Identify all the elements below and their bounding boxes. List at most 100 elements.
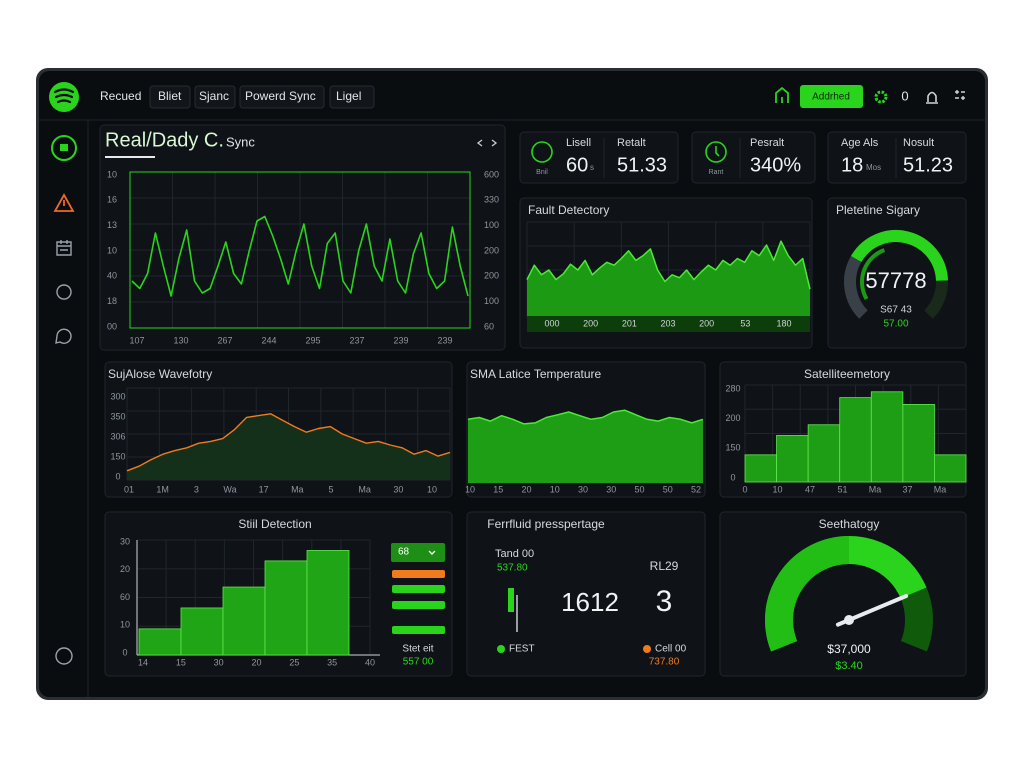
sidebar-chat[interactable] <box>55 328 72 344</box>
tick-label: 30 <box>578 484 588 494</box>
tick-label: 10 <box>427 484 437 494</box>
tick-label: 51 <box>837 484 847 494</box>
tick-label: 47 <box>805 484 815 494</box>
nav-item[interactable]: Bliet <box>158 89 182 103</box>
panel-title: Seethatogy <box>819 517 880 531</box>
legend-dot <box>497 645 505 653</box>
settings-icon[interactable] <box>874 90 888 104</box>
line <box>526 240 811 290</box>
nav-tab[interactable] <box>194 85 236 109</box>
y2-tick-label: 60 <box>484 321 494 331</box>
counter: 0 <box>901 88 908 103</box>
bar <box>180 607 224 656</box>
y-tick-label: 20 <box>120 564 130 574</box>
tick-label: 30 <box>606 484 616 494</box>
dropdown[interactable] <box>391 543 445 562</box>
tick-label: 295 <box>305 335 320 345</box>
home-icon[interactable] <box>775 86 789 103</box>
metric-label: RL29 <box>650 559 679 573</box>
pager-arrows[interactable] <box>476 139 498 147</box>
area <box>527 241 810 318</box>
stat-value: 18 <box>841 154 863 176</box>
tick-label: 130 <box>173 335 188 345</box>
y-tick-label: 60 <box>120 592 130 602</box>
tick-label: 201 <box>622 318 637 328</box>
nav-item[interactable]: Powerd Sync <box>245 89 316 103</box>
tick-label: 30 <box>393 484 403 494</box>
level-bar <box>508 588 514 612</box>
footer-label: Stet eit <box>402 644 433 655</box>
stat-label: Nosult <box>903 137 934 149</box>
y2-tick-label: 330 <box>484 195 499 205</box>
tick-label: 3 <box>194 484 199 494</box>
y-tick-label: 200 <box>725 413 740 423</box>
legend-label: Cell 00 <box>655 644 687 655</box>
stat-value: 340% <box>750 154 801 176</box>
tick-label: 5 <box>328 484 333 494</box>
y-tick-label: 150 <box>725 443 740 453</box>
legend-swatch <box>392 585 445 593</box>
bell-icon[interactable] <box>926 91 938 104</box>
tick-label: Ma <box>934 484 947 494</box>
gauge-sub: S67 43 <box>880 305 912 316</box>
add-button[interactable] <box>800 85 863 108</box>
tick-label: 10 <box>465 484 475 494</box>
sidebar-help[interactable] <box>55 647 73 665</box>
y2-tick-label: 200 <box>484 271 499 281</box>
bar <box>839 397 872 483</box>
sidebar-settings[interactable] <box>56 284 72 300</box>
bar <box>807 424 841 483</box>
tick-label: 107 <box>129 335 144 345</box>
dropdown-label[interactable]: 68 <box>398 547 410 558</box>
y-tick-label: 10 <box>107 245 117 255</box>
bar <box>934 454 967 483</box>
sidebar-calendar[interactable] <box>56 240 72 256</box>
bar <box>902 403 935 483</box>
tick-label: 203 <box>660 318 675 328</box>
bar <box>744 454 777 483</box>
legend-value: 737.80 <box>649 657 680 668</box>
y-tick-label: 10 <box>107 169 117 179</box>
bar <box>776 435 809 483</box>
legend-swatch <box>392 570 445 578</box>
nav-tab[interactable] <box>239 85 325 109</box>
panel-title: Real/Dady C. <box>105 129 224 151</box>
tick-label: 40 <box>365 657 375 667</box>
tick-label: 000 <box>544 318 559 328</box>
y-tick-label: 306 <box>110 431 125 441</box>
tick-label: 0 <box>742 484 747 494</box>
line <box>126 413 451 472</box>
footer-value: 557 00 <box>403 657 434 668</box>
sidebar-dashboard[interactable] <box>51 135 77 161</box>
metric-value: 537.80 <box>497 563 528 574</box>
y-tick-label: 280 <box>725 383 740 393</box>
tick-label: 10 <box>772 484 782 494</box>
line <box>131 215 469 297</box>
nav-tab[interactable] <box>149 85 191 109</box>
button-label[interactable]: Addrhed <box>812 92 850 103</box>
logo[interactable] <box>49 82 79 112</box>
y2-tick-label: 100 <box>484 296 499 306</box>
nav-item[interactable]: Ligel <box>336 89 361 103</box>
tick-label: 180 <box>776 318 791 328</box>
panel-subtitle: Sync <box>226 134 255 149</box>
stat-card <box>827 131 967 184</box>
nav-tab[interactable] <box>329 85 375 109</box>
stat-icon <box>705 141 727 163</box>
tick-label: 50 <box>663 484 673 494</box>
tick-label: 267 <box>217 335 232 345</box>
tick-label: Ma <box>869 484 882 494</box>
tick-label: 1M <box>156 484 169 494</box>
sidebar-alerts[interactable] <box>53 193 75 212</box>
grid-icon[interactable] <box>955 90 965 100</box>
y-tick-label: 00 <box>107 321 117 331</box>
nav-item[interactable]: Sjanc <box>199 89 229 103</box>
metric-main: 3 <box>656 585 673 618</box>
tick-label: 10 <box>550 484 560 494</box>
nav-item[interactable]: Recued <box>100 89 141 103</box>
axis-strip <box>527 316 810 332</box>
stat-value: 51.23 <box>903 154 953 176</box>
stat-label: Lisell <box>566 137 591 149</box>
tick-label: 17 <box>259 484 269 494</box>
stat-value: 51.33 <box>617 154 667 176</box>
